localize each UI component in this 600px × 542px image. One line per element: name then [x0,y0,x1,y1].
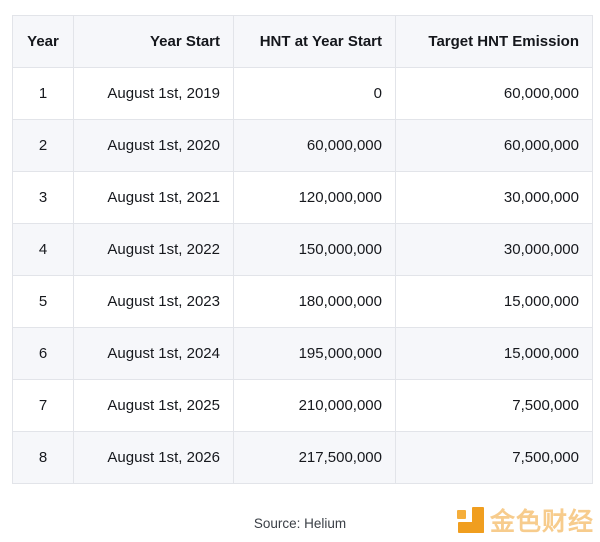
table-row-2: 2 August 1st, 2020 60,000,000 60,000,000 [12,119,593,172]
cell-year-start: August 1st, 2026 [73,431,234,484]
cell-hnt-at-year-start: 195,000,000 [233,327,396,380]
table-header-row: Year Year Start HNT at Year Start Target HN… [12,15,593,68]
column-header-target-hnt-emission: Target HNT Emission [395,15,593,68]
cell-year-start: August 1st, 2021 [73,171,234,224]
cell-hnt-at-year-start: 180,000,000 [233,275,396,328]
cell-target-hnt-emission: 60,000,000 [395,119,593,172]
table-row-8: 8 August 1st, 2026 217,500,000 7,500,000 [12,431,593,484]
hnt-emission-table: Year Year Start HNT at Year Start Target HN… [12,15,593,484]
cell-year: 8 [12,431,74,484]
cell-year-start: August 1st, 2023 [73,275,234,328]
cell-year: 6 [12,327,74,380]
table-row-7: 7 August 1st, 2025 210,000,000 7,500,000 [12,379,593,432]
cell-year-start: August 1st, 2019 [73,67,234,120]
cell-target-hnt-emission: 30,000,000 [395,223,593,276]
table-row-1: 1 August 1st, 2019 0 60,000,000 [12,67,593,120]
cell-year: 4 [12,223,74,276]
cell-hnt-at-year-start: 217,500,000 [233,431,396,484]
cell-hnt-at-year-start: 60,000,000 [233,119,396,172]
cell-year: 2 [12,119,74,172]
cell-year-start: August 1st, 2020 [73,119,234,172]
cell-year-start: August 1st, 2025 [73,379,234,432]
cell-target-hnt-emission: 7,500,000 [395,379,593,432]
table-row-5: 5 August 1st, 2023 180,000,000 15,000,000 [12,275,593,328]
jinse-finance-logo: 金色财经 [455,504,594,540]
table-row-3: 3 August 1st, 2021 120,000,000 30,000,000 [12,171,593,224]
table-row-6: 6 August 1st, 2024 195,000,000 15,000,000 [12,327,593,380]
jinse-logo-text: 金色财经 [489,508,594,536]
table-body: 1 August 1st, 2019 0 60,000,000 2 August 1st,… [12,67,593,484]
column-header-year: Year [12,15,74,68]
cell-hnt-at-year-start: 150,000,000 [233,223,396,276]
footer: Source: Helium 金色财经 [0,507,600,542]
cell-target-hnt-emission: 30,000,000 [395,171,593,224]
cell-target-hnt-emission: 7,500,000 [395,431,593,484]
column-header-hnt-at-year-start: HNT at Year Start [233,15,396,68]
cell-target-hnt-emission: 15,000,000 [395,327,593,380]
source-caption: Source: Helium [253,516,347,531]
cell-year: 1 [12,67,74,120]
cell-hnt-at-year-start: 0 [233,67,396,120]
emission-table-container: Year Year Start HNT at Year Start Target HN… [12,15,593,484]
table-row-4: 4 August 1st, 2022 150,000,000 30,000,000 [12,223,593,276]
jinse-logo-icon [455,506,485,538]
cell-year: 7 [12,379,74,432]
cell-target-hnt-emission: 60,000,000 [395,67,593,120]
cell-year: 3 [12,171,74,224]
cell-year: 5 [12,275,74,328]
cell-hnt-at-year-start: 120,000,000 [233,171,396,224]
cell-year-start: August 1st, 2024 [73,327,234,380]
column-header-year-start: Year Start [73,15,234,68]
cell-year-start: August 1st, 2022 [73,223,234,276]
cell-hnt-at-year-start: 210,000,000 [233,379,396,432]
cell-target-hnt-emission: 15,000,000 [395,275,593,328]
